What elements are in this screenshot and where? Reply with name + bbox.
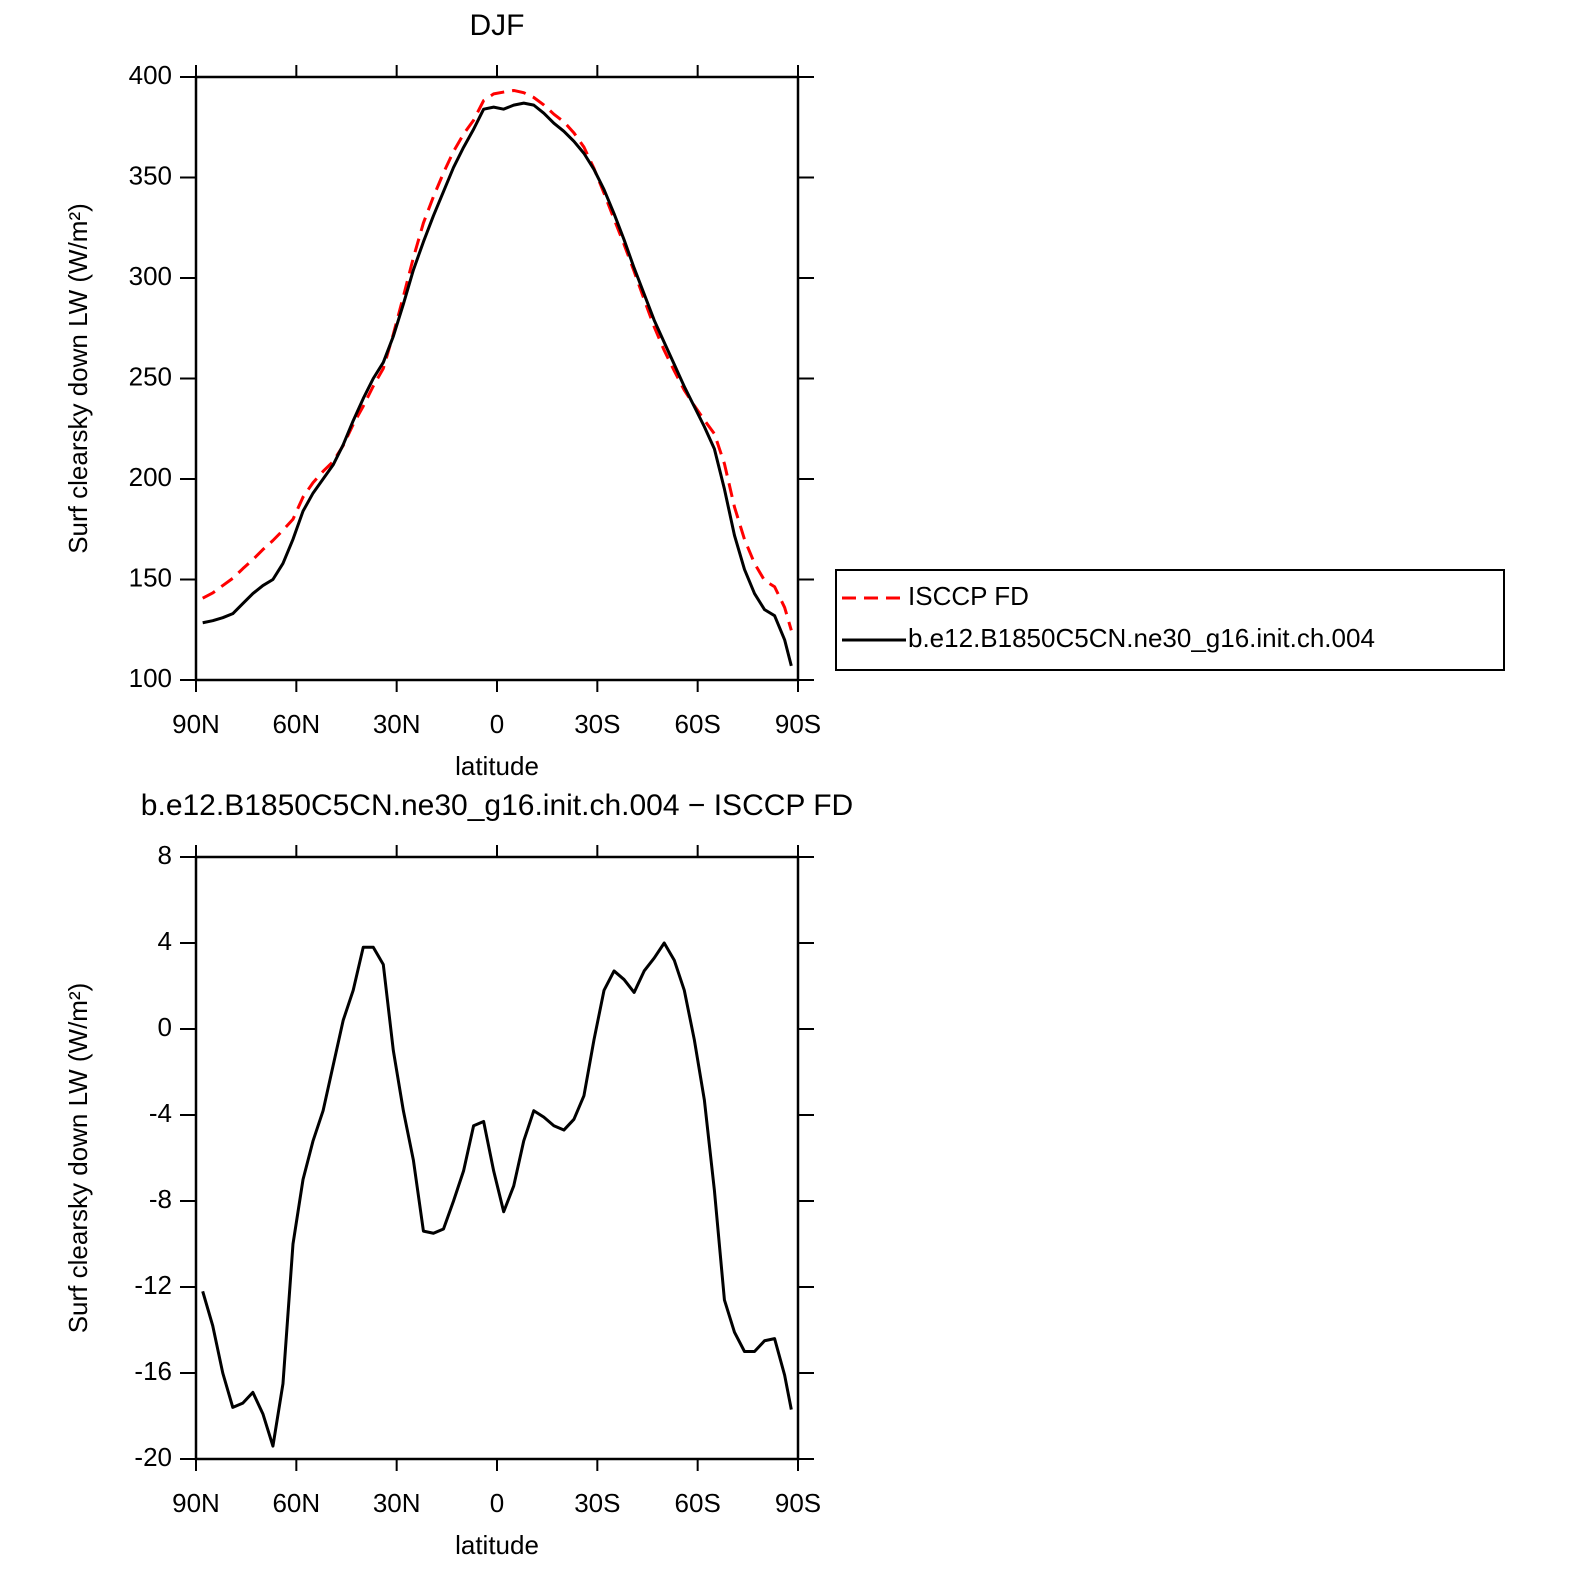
y-tick-label: -20: [134, 1442, 172, 1472]
y-axis-label: Surf clearsky down LW (W/m²): [63, 203, 93, 554]
x-tick-label: 90S: [775, 709, 821, 739]
x-tick-label: 90N: [172, 1488, 220, 1518]
x-tick-label: 30S: [574, 709, 620, 739]
x-tick-label: 30N: [373, 709, 421, 739]
x-tick-label: 0: [490, 1488, 504, 1518]
y-tick-label: 8: [158, 840, 172, 870]
y-tick-label: -8: [149, 1184, 172, 1214]
y-tick-label: 4: [158, 926, 172, 956]
plot-frame: [194, 75, 800, 682]
y-tick-label: -16: [134, 1356, 172, 1386]
x-tick-label: 60S: [675, 709, 721, 739]
y-tick-label: 300: [129, 261, 172, 291]
y-tick-label: 350: [129, 160, 172, 190]
x-tick-label: 60N: [272, 1488, 320, 1518]
legend-label: b.e12.B1850C5CN.ne30_g16.init.ch.004: [908, 623, 1375, 653]
chart-title: b.e12.B1850C5CN.ne30_g16.init.ch.004 − I…: [141, 789, 853, 822]
chart-title: DJF: [470, 9, 525, 42]
y-tick-label: 100: [129, 663, 172, 693]
x-tick-label: 30N: [373, 1488, 421, 1518]
x-tick-label: 30S: [574, 1488, 620, 1518]
y-tick-label: -4: [149, 1098, 172, 1128]
y-tick-label: 250: [129, 361, 172, 391]
data-line: [201, 941, 793, 1448]
y-tick-label: 400: [129, 60, 172, 90]
x-tick-label: 90N: [172, 709, 220, 739]
x-tick-label: 60N: [272, 709, 320, 739]
plot-frame: [194, 855, 800, 1461]
y-tick-label: 0: [158, 1012, 172, 1042]
y-tick-label: 150: [129, 562, 172, 592]
x-axis-label: latitude: [455, 1530, 539, 1560]
legend-box: [835, 569, 1505, 671]
legend-label: ISCCP FD: [908, 581, 1029, 611]
x-tick-label: 60S: [675, 1488, 721, 1518]
x-axis-label: latitude: [455, 751, 539, 781]
x-tick-label: 90S: [775, 1488, 821, 1518]
y-tick-label: -12: [134, 1270, 172, 1300]
y-tick-label: 200: [129, 462, 172, 492]
y-axis-label: Surf clearsky down LW (W/m²): [63, 983, 93, 1334]
data-line: [201, 88, 793, 631]
x-tick-label: 0: [490, 709, 504, 739]
data-line: [202, 101, 793, 667]
